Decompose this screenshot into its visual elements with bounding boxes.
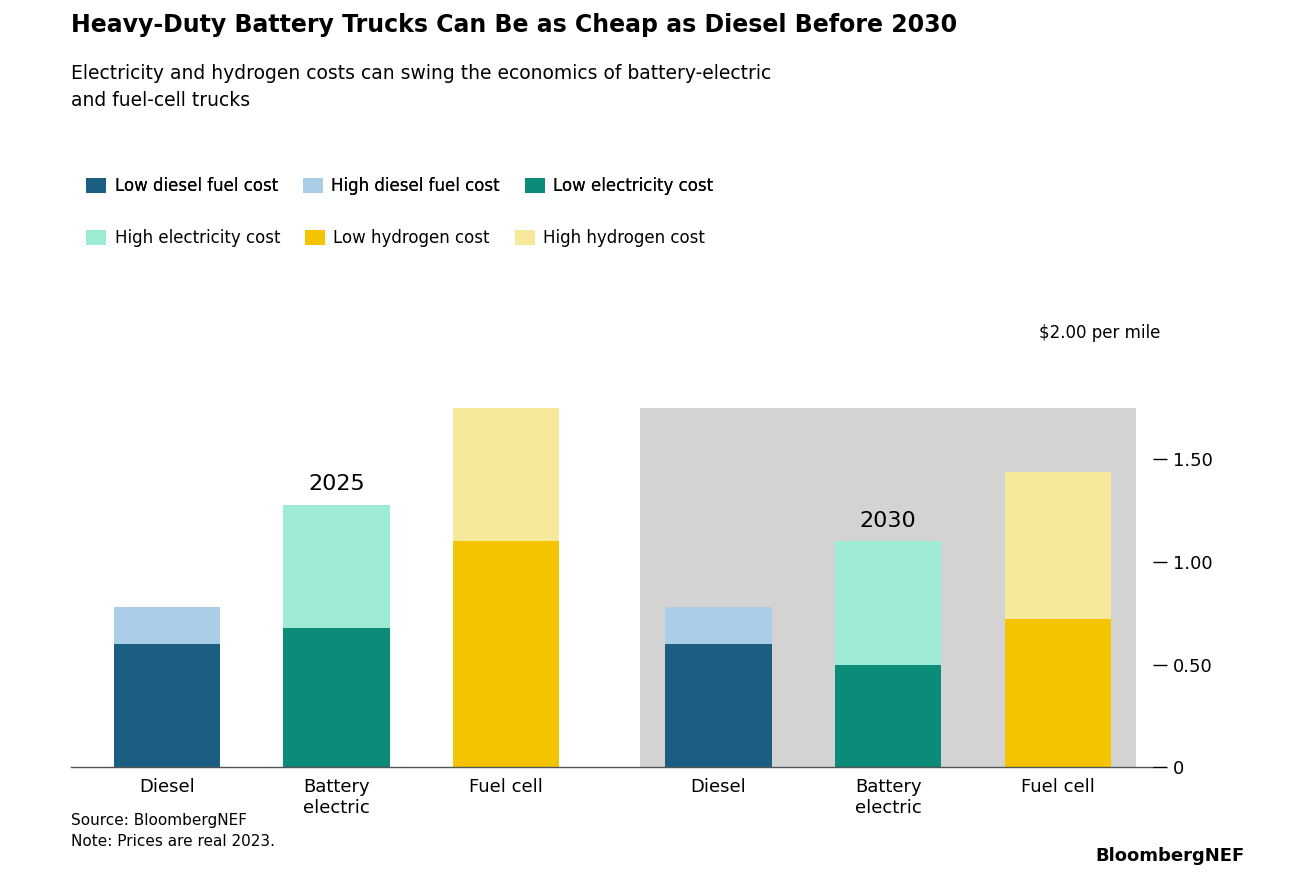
Text: 2025: 2025 bbox=[308, 475, 365, 494]
Bar bbox=[284, 505, 390, 628]
Text: Heavy-Duty Battery Trucks Can Be as Cheap as Diesel Before 2030: Heavy-Duty Battery Trucks Can Be as Chea… bbox=[71, 13, 958, 37]
Bar bbox=[665, 607, 771, 644]
Bar bbox=[454, 409, 560, 541]
Bar bbox=[284, 628, 390, 767]
Bar bbox=[640, 409, 1137, 767]
Text: $2.00 per mile: $2.00 per mile bbox=[1038, 324, 1160, 342]
Bar bbox=[114, 644, 220, 767]
Legend: High electricity cost, Low hydrogen cost, High hydrogen cost: High electricity cost, Low hydrogen cost… bbox=[79, 222, 712, 253]
Bar bbox=[1004, 472, 1111, 619]
Bar bbox=[454, 541, 560, 767]
Text: Source: BloombergNEF
Note: Prices are real 2023.: Source: BloombergNEF Note: Prices are re… bbox=[71, 814, 275, 849]
Legend: Low diesel fuel cost, High diesel fuel cost, Low electricity cost: Low diesel fuel cost, High diesel fuel c… bbox=[79, 170, 721, 202]
Bar bbox=[114, 607, 220, 644]
Text: BloombergNEF: BloombergNEF bbox=[1095, 847, 1244, 865]
Bar bbox=[1004, 619, 1111, 767]
Bar bbox=[835, 541, 941, 665]
Text: Electricity and hydrogen costs can swing the economics of battery-electric
and f: Electricity and hydrogen costs can swing… bbox=[71, 64, 771, 110]
Bar bbox=[665, 644, 771, 767]
Bar bbox=[835, 665, 941, 767]
Text: 2030: 2030 bbox=[859, 511, 916, 531]
